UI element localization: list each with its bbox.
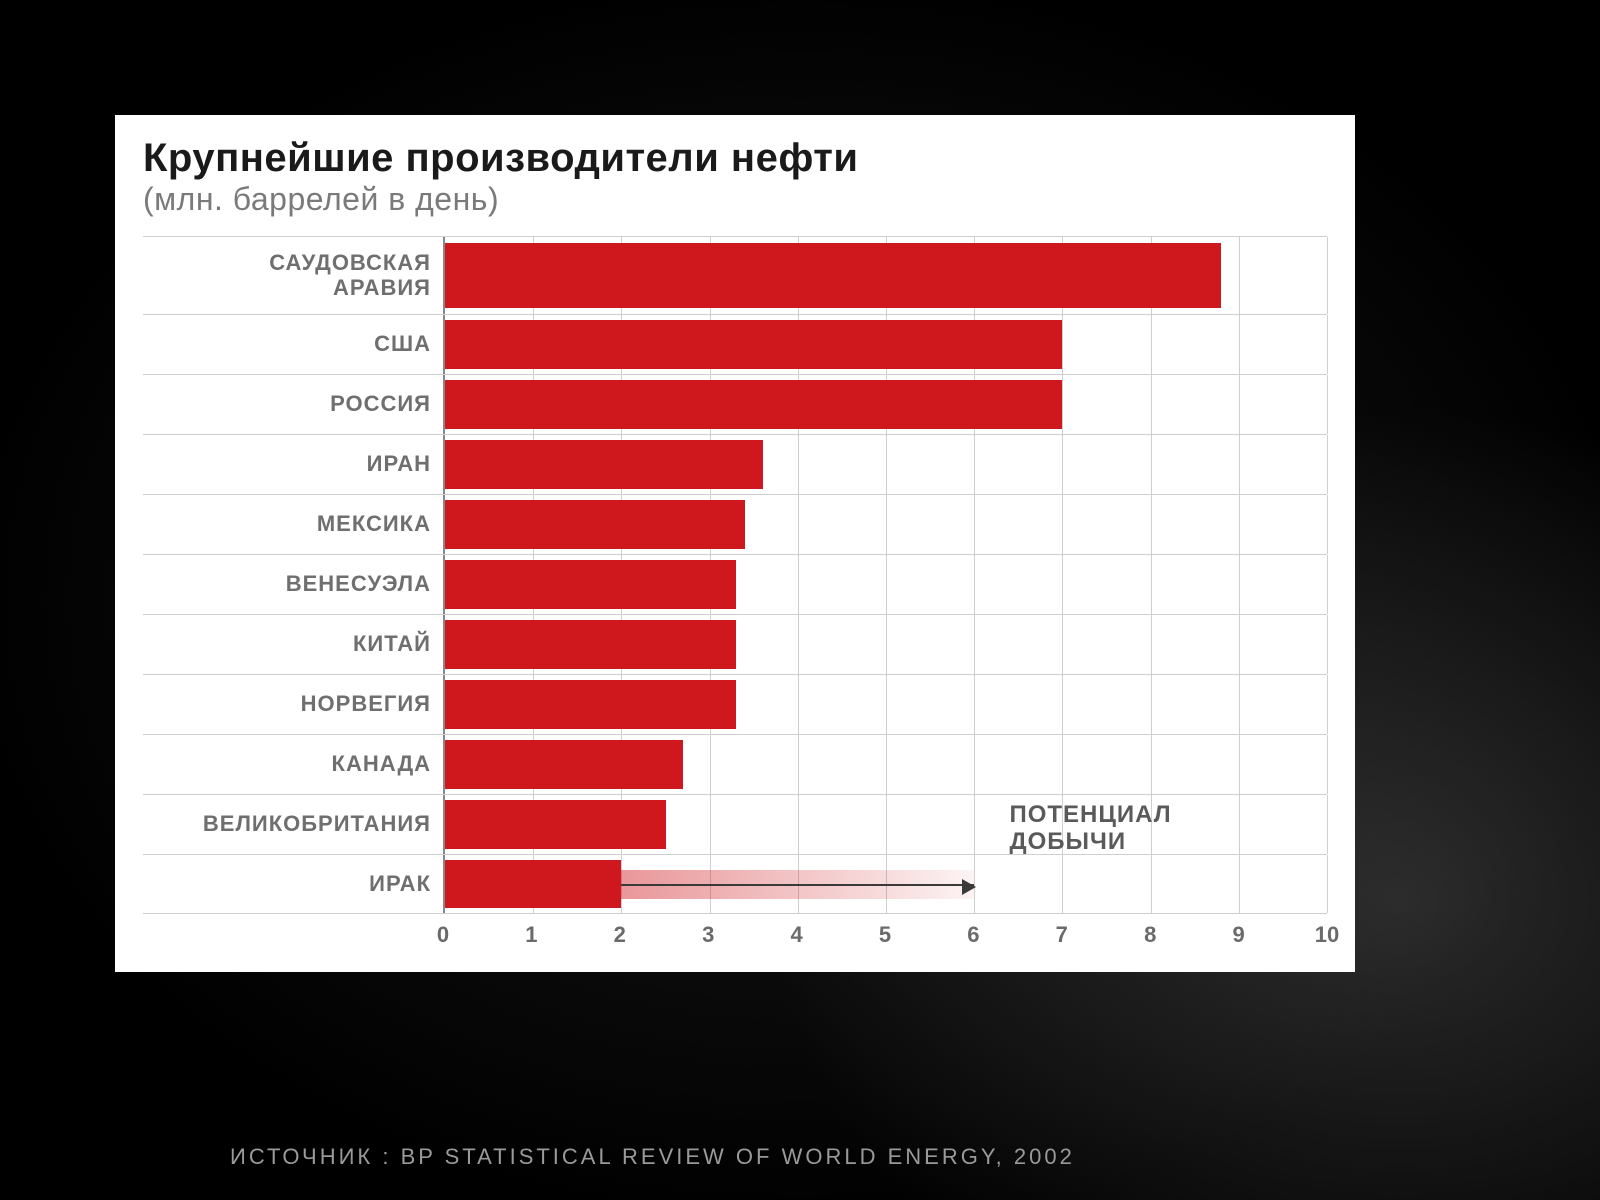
slide-background: { "chart": { "type": "bar-horizontal", "… <box>0 0 1600 1200</box>
category-label: КАНАДА <box>143 735 443 794</box>
chart-row: ИРАК <box>143 854 1327 914</box>
category-label: САУДОВСКАЯ АРАВИЯ <box>143 237 443 314</box>
chart-row: РОССИЯ <box>143 374 1327 434</box>
category-label: КИТАЙ <box>143 615 443 674</box>
bar <box>445 800 666 850</box>
x-tick-label: 5 <box>879 922 891 948</box>
bar <box>445 320 1062 370</box>
x-tick-label: 8 <box>1144 922 1156 948</box>
plot-cell <box>443 435 1327 494</box>
bar <box>445 380 1062 430</box>
bar <box>445 560 736 610</box>
category-label: НОРВЕГИЯ <box>143 675 443 734</box>
plot-cell: ПОТЕНЦИАЛ ДОБЫЧИ <box>443 795 1327 854</box>
plot-cell <box>443 315 1327 374</box>
bar <box>445 620 736 670</box>
bar <box>445 860 621 909</box>
chart-row: МЕКСИКА <box>143 494 1327 554</box>
x-tick-label: 7 <box>1056 922 1068 948</box>
chart-card: Крупнейшие производители нефти (млн. бар… <box>115 115 1355 972</box>
bar <box>445 440 763 490</box>
category-label: ВЕЛИКОБРИТАНИЯ <box>143 795 443 854</box>
plot-cell <box>443 375 1327 434</box>
chart-row: США <box>143 314 1327 374</box>
bar <box>445 680 736 730</box>
source-credit: ИСТОЧНИК : BP STATISTICAL REVIEW OF WORL… <box>230 1144 1075 1170</box>
chart-row: КИТАЙ <box>143 614 1327 674</box>
x-tick-label: 3 <box>702 922 714 948</box>
x-tick-label: 2 <box>614 922 626 948</box>
bar <box>445 740 683 790</box>
category-label: МЕКСИКА <box>143 495 443 554</box>
x-tick-label: 9 <box>1232 922 1244 948</box>
category-label: ИРАН <box>143 435 443 494</box>
plot-cell <box>443 735 1327 794</box>
category-label: РОССИЯ <box>143 375 443 434</box>
chart-subtitle: (млн. баррелей в день) <box>143 181 1327 218</box>
plot-cell <box>443 555 1327 614</box>
plot-cell <box>443 675 1327 734</box>
x-axis: 012345678910 <box>143 914 1327 954</box>
plot-cell <box>443 615 1327 674</box>
category-label: ВЕНЕСУЭЛА <box>143 555 443 614</box>
annotation-label: ПОТЕНЦИАЛ ДОБЫЧИ <box>1009 801 1171 856</box>
category-label: ИРАК <box>143 855 443 913</box>
chart-row: ВЕНЕСУЭЛА <box>143 554 1327 614</box>
bar <box>445 500 745 550</box>
chart-row: НОРВЕГИЯ <box>143 674 1327 734</box>
x-tick-label: 6 <box>967 922 979 948</box>
category-label: США <box>143 315 443 374</box>
bar <box>445 243 1221 308</box>
bar-chart: САУДОВСКАЯ АРАВИЯСШАРОССИЯИРАНМЕКСИКАВЕН… <box>143 236 1327 914</box>
chart-title: Крупнейшие производители нефти <box>143 137 1327 179</box>
chart-row: КАНАДА <box>143 734 1327 794</box>
plot-cell <box>443 237 1327 314</box>
x-tick-label: 1 <box>525 922 537 948</box>
x-tick-label: 4 <box>790 922 802 948</box>
potential-arrow <box>621 884 974 886</box>
chart-row: ВЕЛИКОБРИТАНИЯ ПОТЕНЦИАЛ ДОБЫЧИ <box>143 794 1327 854</box>
chart-row: САУДОВСКАЯ АРАВИЯ <box>143 236 1327 314</box>
x-tick-label: 0 <box>437 922 449 948</box>
plot-cell <box>443 495 1327 554</box>
plot-cell <box>443 855 1327 913</box>
chart-row: ИРАН <box>143 434 1327 494</box>
x-tick-label: 10 <box>1315 922 1339 948</box>
